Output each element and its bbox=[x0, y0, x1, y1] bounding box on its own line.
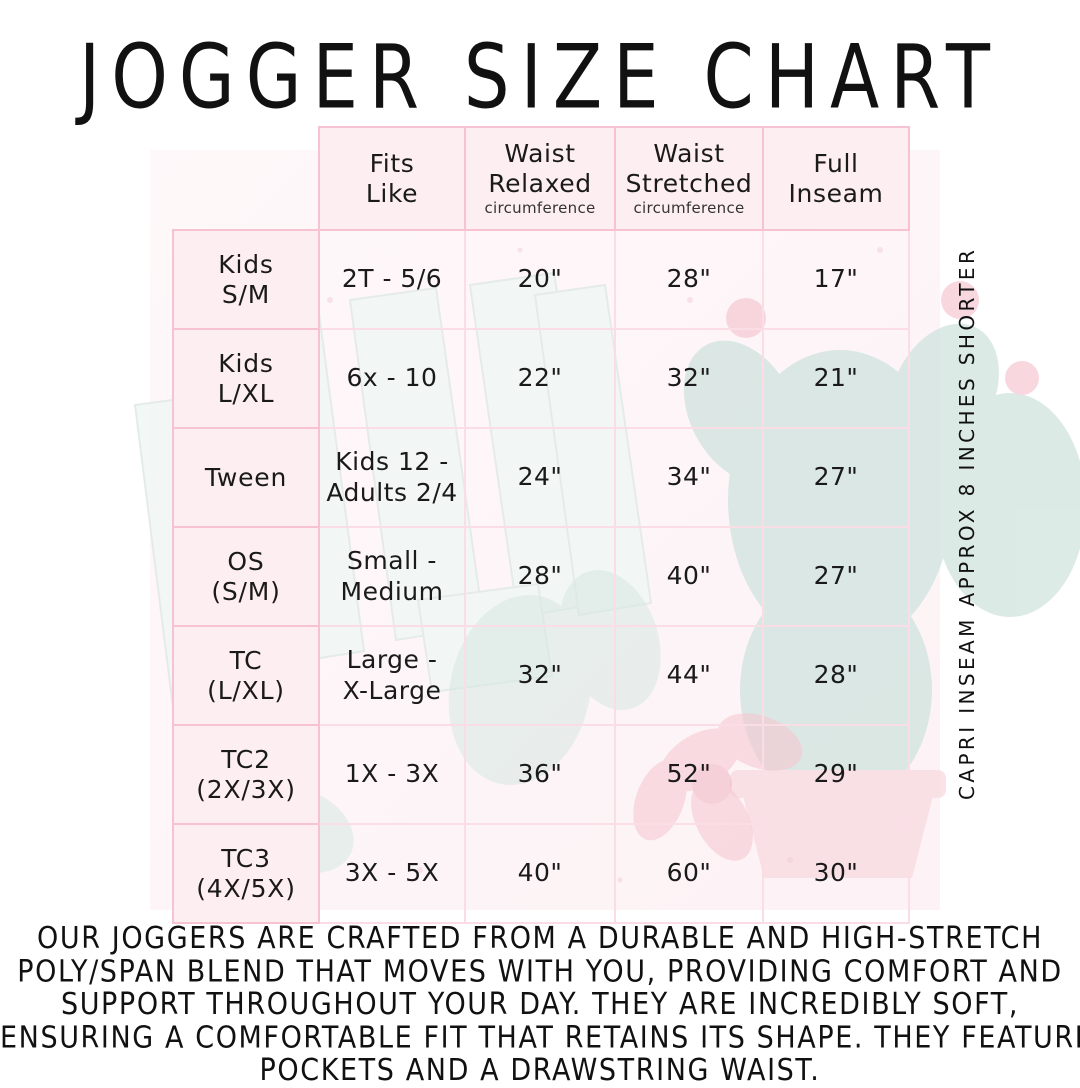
table-row: TC2 (2X/3X) 1X - 3X 36" 52" 29" bbox=[172, 724, 910, 825]
description-line: POLY/SPAN BLEND THAT MOVES WITH YOU, PRO… bbox=[17, 953, 1063, 989]
table-row: Tween Kids 12 - Adults 2/4 24" 34" 27" bbox=[172, 427, 910, 528]
cell-waist-stretched: 60" bbox=[614, 823, 764, 924]
header-line-2: Stretched bbox=[625, 168, 753, 198]
row-size-label: Kids S/M bbox=[172, 229, 320, 330]
table-row: Kids L/XL 6x - 10 22" 32" 21" bbox=[172, 328, 910, 429]
description-line: SUPPORT THROUGHOUT YOUR DAY. THEY ARE IN… bbox=[60, 986, 1020, 1022]
size-chart-table: Fits Like Waist Relaxed circumference Wa… bbox=[172, 126, 910, 924]
header-line-2: Like bbox=[365, 178, 419, 208]
product-description: OUR JOGGERS ARE CRAFTED FROM A DURABLE A… bbox=[0, 922, 1080, 1087]
column-header-full-inseam: Full Inseam bbox=[762, 126, 910, 231]
row-size-label: TC2 (2X/3X) bbox=[172, 724, 320, 825]
row-size-label: Kids L/XL bbox=[172, 328, 320, 429]
table-row: TC (L/XL) Large - X-Large 32" 44" 28" bbox=[172, 625, 910, 726]
row-size-label: OS (S/M) bbox=[172, 526, 320, 627]
cell-fits-like: 1X - 3X bbox=[318, 724, 466, 825]
cell-waist-relaxed: 20" bbox=[464, 229, 616, 330]
header-line-1: Fits bbox=[369, 149, 415, 178]
cell-full-inseam: 28" bbox=[762, 625, 910, 726]
cell-waist-relaxed: 22" bbox=[464, 328, 616, 429]
row-size-label: TC3 (4X/5X) bbox=[172, 823, 320, 924]
description-line: OUR JOGGERS ARE CRAFTED FROM A DURABLE A… bbox=[37, 920, 1043, 956]
cell-waist-relaxed: 40" bbox=[464, 823, 616, 924]
cell-fits-like: Small - Medium bbox=[318, 526, 466, 627]
cell-waist-relaxed: 24" bbox=[464, 427, 616, 528]
header-line-2: Relaxed bbox=[488, 168, 592, 198]
cell-full-inseam: 30" bbox=[762, 823, 910, 924]
row-size-label: Tween bbox=[172, 427, 320, 528]
cell-waist-relaxed: 36" bbox=[464, 724, 616, 825]
header-line-2: Inseam bbox=[788, 178, 884, 208]
description-line: ENSURING A COMFORTABLE FIT THAT RETAINS … bbox=[0, 1020, 1080, 1055]
cell-fits-like: 3X - 5X bbox=[318, 823, 466, 924]
cell-waist-stretched: 52" bbox=[614, 724, 764, 825]
cell-waist-stretched: 32" bbox=[614, 328, 764, 429]
cell-fits-like: Kids 12 - Adults 2/4 bbox=[318, 427, 466, 528]
cell-fits-like: 2T - 5/6 bbox=[318, 229, 466, 330]
description-line: POCKETS AND A DRAWSTRING WAIST. bbox=[259, 1053, 821, 1088]
header-line-1: Full bbox=[813, 149, 859, 178]
corner-blank-cell bbox=[173, 127, 319, 230]
header-line-1: Waist bbox=[653, 139, 725, 169]
cell-waist-relaxed: 32" bbox=[464, 625, 616, 726]
table-row: OS (S/M) Small - Medium 28" 40" 27" bbox=[172, 526, 910, 627]
cell-full-inseam: 27" bbox=[762, 526, 910, 627]
cell-full-inseam: 27" bbox=[762, 427, 910, 528]
column-header-waist-relaxed: Waist Relaxed circumference bbox=[464, 126, 616, 231]
cell-waist-stretched: 40" bbox=[614, 526, 764, 627]
row-size-label: TC (L/XL) bbox=[172, 625, 320, 726]
capri-inseam-note: CAPRI INSEAM APPROX 8 INCHES SHORTER bbox=[955, 246, 979, 800]
cell-full-inseam: 17" bbox=[762, 229, 910, 330]
cell-full-inseam: 21" bbox=[762, 328, 910, 429]
header-subtitle: circumference bbox=[633, 199, 745, 218]
table-header-row: Fits Like Waist Relaxed circumference Wa… bbox=[173, 126, 910, 231]
cell-fits-like: 6x - 10 bbox=[318, 328, 466, 429]
cell-waist-stretched: 44" bbox=[614, 625, 764, 726]
table-row: TC3 (4X/5X) 3X - 5X 40" 60" 30" bbox=[172, 823, 910, 924]
page-title: JOGGER SIZE CHART bbox=[79, 26, 1001, 129]
column-header-fits-like: Fits Like bbox=[318, 126, 466, 231]
cell-full-inseam: 29" bbox=[762, 724, 910, 825]
header-line-1: Waist bbox=[504, 139, 576, 169]
header-subtitle: circumference bbox=[484, 199, 596, 218]
table-row: Kids S/M 2T - 5/6 20" 28" 17" bbox=[172, 229, 910, 330]
cell-fits-like: Large - X-Large bbox=[318, 625, 466, 726]
cell-waist-relaxed: 28" bbox=[464, 526, 616, 627]
cell-waist-stretched: 34" bbox=[614, 427, 764, 528]
column-header-waist-stretched: Waist Stretched circumference bbox=[614, 126, 764, 231]
cell-waist-stretched: 28" bbox=[614, 229, 764, 330]
